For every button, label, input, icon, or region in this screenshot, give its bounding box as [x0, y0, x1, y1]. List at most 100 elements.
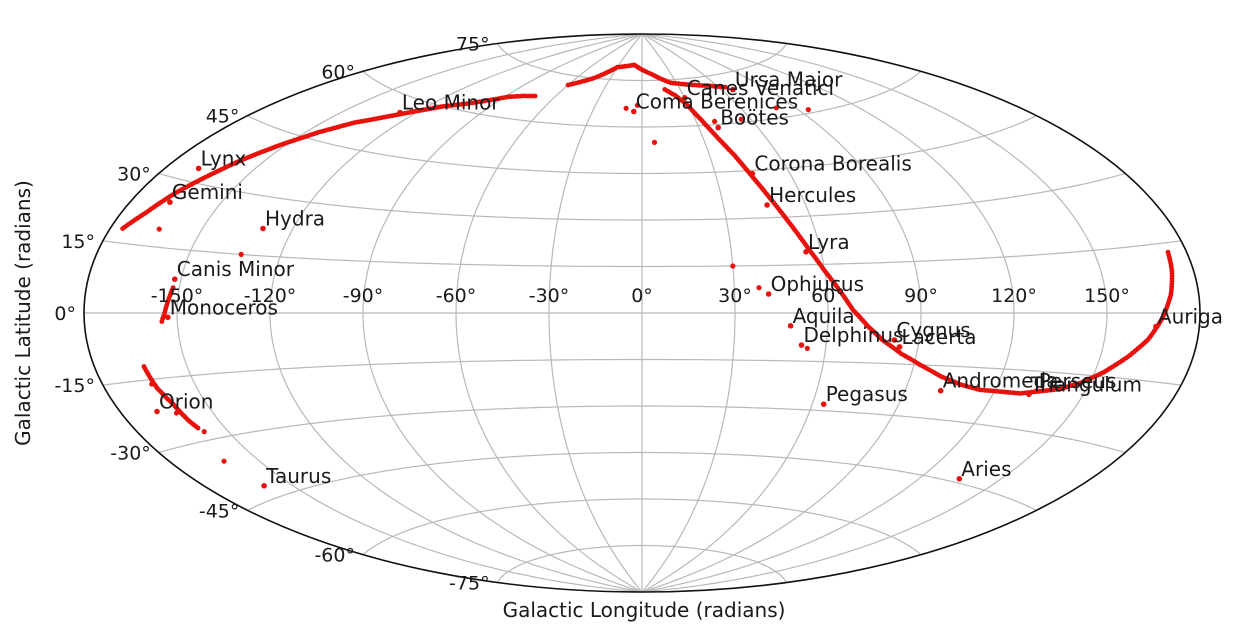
- parallel-line: [102, 358, 1182, 386]
- data-point: [773, 105, 780, 111]
- data-point: [682, 95, 688, 101]
- data-point: [956, 476, 963, 482]
- constellation-label: Corona Borealis: [754, 152, 911, 176]
- data-point: [787, 323, 794, 329]
- data-point: [173, 410, 180, 416]
- constellation-label: Auriga: [1158, 305, 1223, 329]
- constellation-label: Orion: [159, 390, 213, 414]
- x-tick-label: 0°: [631, 285, 653, 307]
- y-tick-label: 75°: [456, 34, 490, 56]
- data-points: [120, 62, 1175, 489]
- data-point: [165, 314, 171, 321]
- x-tick-label: 30°: [718, 285, 752, 307]
- data-point: [172, 276, 178, 283]
- constellation-label: Ursa Major: [735, 68, 843, 92]
- y-tick-label: 0°: [54, 303, 76, 325]
- y-tick-label: 30°: [117, 164, 151, 186]
- data-point: [765, 291, 772, 297]
- y-tick-label: -15°: [54, 375, 95, 397]
- data-point: [260, 225, 266, 232]
- y-tick-label: -60°: [314, 545, 355, 567]
- constellation-label: Cygnus: [896, 318, 970, 342]
- parallel-line: [158, 405, 1126, 454]
- data-point: [397, 109, 403, 116]
- constellation-label: Lacerta: [902, 325, 977, 349]
- data-point: [764, 202, 770, 208]
- data-point: [749, 170, 756, 177]
- y-tick-label: -30°: [110, 443, 151, 465]
- constellation-label: Triangulum: [1030, 372, 1142, 396]
- data-point: [891, 337, 898, 343]
- constellation-label: Boötes: [720, 106, 789, 130]
- constellation-label: Gemini: [172, 180, 243, 204]
- data-point: [631, 108, 637, 115]
- constellation-label: Taurus: [265, 464, 331, 488]
- y-tick-label: -75°: [449, 573, 490, 595]
- parallel-line: [158, 172, 1126, 221]
- constellation-label: Canis Minor: [177, 257, 295, 281]
- data-point: [156, 226, 162, 232]
- parallel-line: [102, 240, 1182, 268]
- data-point: [149, 381, 155, 387]
- data-point: [167, 199, 173, 205]
- parallel-line: [247, 451, 1037, 511]
- x-tick-label: -30°: [529, 285, 570, 307]
- y-tick-label: 60°: [321, 61, 355, 83]
- data-point: [723, 84, 728, 90]
- data-point: [195, 165, 202, 172]
- constellation-label: Andromeda: [943, 369, 1059, 393]
- data-point: [803, 249, 809, 255]
- data-point: [201, 429, 207, 435]
- data-point: [159, 319, 165, 324]
- y-axis-label: Galactic Latitude (radians): [11, 180, 35, 446]
- data-point: [623, 105, 629, 111]
- y-tick-label: 45°: [206, 106, 240, 128]
- data-point: [238, 251, 244, 257]
- x-tick-label: 60°: [811, 285, 845, 307]
- x-tick-label: 150°: [1084, 285, 1130, 307]
- constellation-label: Lyra: [808, 230, 850, 254]
- data-point: [261, 483, 267, 489]
- parallel-line: [247, 115, 1037, 175]
- x-tick-label: 90°: [904, 285, 938, 307]
- x-tick-label: -120°: [244, 285, 297, 307]
- x-tick-label: -60°: [436, 285, 477, 307]
- data-point: [532, 93, 538, 99]
- data-point: [820, 401, 827, 408]
- x-tick-label: -90°: [343, 285, 384, 307]
- data-point: [1153, 323, 1159, 330]
- parallel-line: [362, 498, 922, 556]
- data-point: [756, 285, 762, 291]
- constellation-label: Hydra: [265, 207, 325, 231]
- x-tick-label: 120°: [991, 285, 1037, 307]
- constellation-label: Lynx: [201, 146, 247, 170]
- data-point: [805, 107, 811, 113]
- y-tick-label: -45°: [199, 500, 240, 522]
- constellation-label: Coma Berenices: [636, 90, 798, 114]
- data-point: [1033, 388, 1040, 394]
- constellation-label: Ophiucus: [771, 272, 864, 296]
- parallel-line: [362, 70, 922, 128]
- constellation-label: Delphinus: [804, 323, 904, 347]
- data-point: [651, 139, 658, 145]
- data-point: [715, 124, 721, 131]
- constellation-label: Perseus: [1039, 369, 1117, 393]
- x-axis-label: Galactic Longitude (radians): [503, 598, 786, 622]
- y-tick-label: 15°: [61, 231, 95, 253]
- constellation-label: Aries: [961, 457, 1011, 481]
- data-point: [730, 263, 736, 269]
- data-point: [1165, 249, 1171, 255]
- constellation-label: Hercules: [769, 183, 856, 207]
- sky-map-border: [83, 33, 1201, 593]
- data-point: [804, 345, 810, 351]
- data-point: [1026, 391, 1032, 398]
- data-point: [798, 342, 805, 348]
- parallel-line: [497, 544, 787, 583]
- data-point: [195, 425, 201, 431]
- data-point: [738, 116, 744, 122]
- data-point: [712, 118, 718, 124]
- constellation-label: Leo Minor: [402, 91, 500, 115]
- data-point: [221, 458, 227, 464]
- data-point: [730, 86, 736, 93]
